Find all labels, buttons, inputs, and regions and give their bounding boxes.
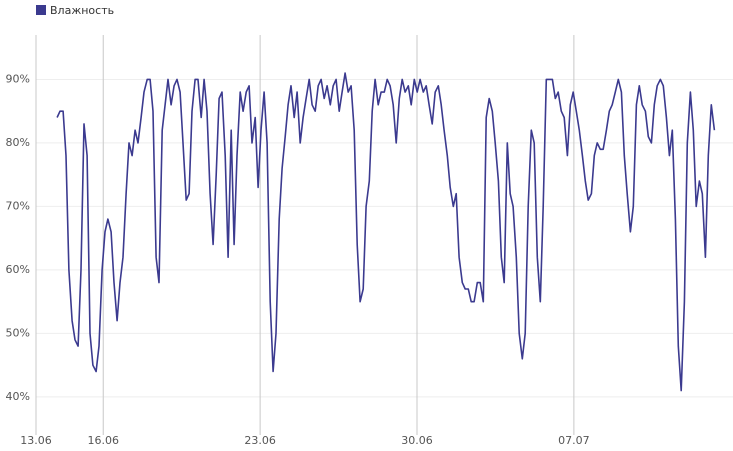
x-tick-label: 07.07	[558, 434, 590, 447]
y-tick-label: 50%	[6, 326, 30, 339]
legend-label: Влажность	[50, 4, 114, 17]
legend-swatch	[36, 5, 46, 15]
y-tick-label: 80%	[6, 136, 30, 149]
line	[56, 72, 716, 392]
x-tick-label: 23.06	[244, 434, 276, 447]
x-tick-label: 13.06	[20, 434, 52, 447]
y-tick-label: 90%	[6, 72, 30, 85]
x-tick-label: 30.06	[401, 434, 433, 447]
y-tick-label: 70%	[6, 199, 30, 212]
y-tick-label: 60%	[6, 263, 30, 276]
x-tick-label: 16.06	[87, 434, 119, 447]
y-tick-label: 40%	[6, 390, 30, 403]
